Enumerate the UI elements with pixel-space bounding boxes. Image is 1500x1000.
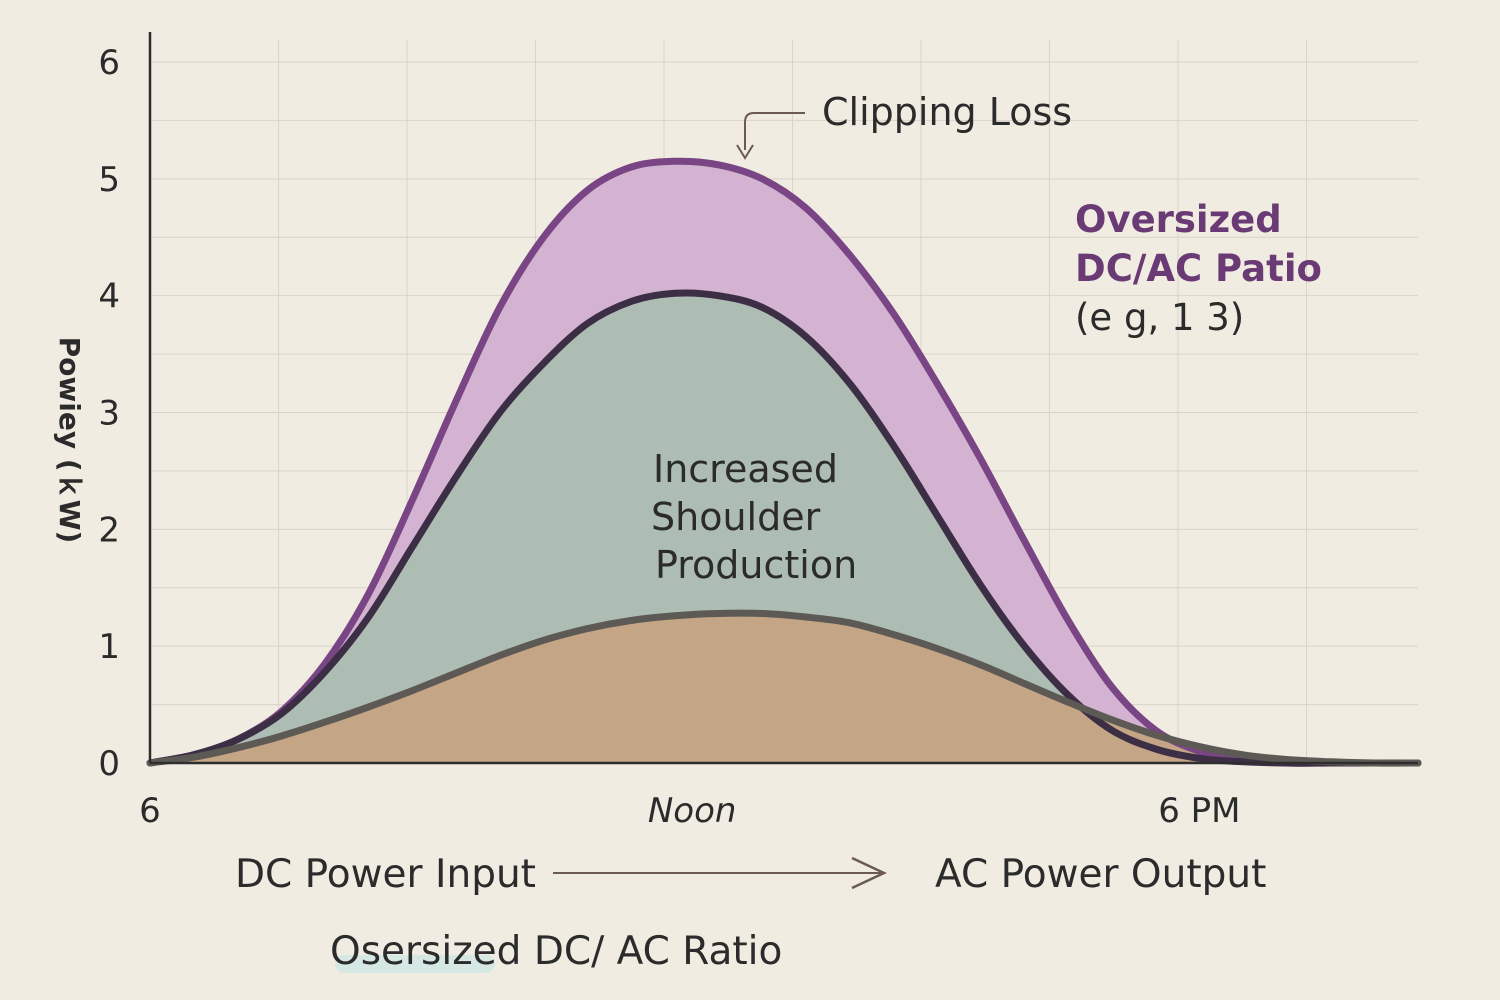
x-tick-labels: 6 Noon 6 PM xyxy=(139,791,1240,831)
x-tick-label: Noon xyxy=(648,791,737,831)
highlight-mark xyxy=(335,955,495,973)
y-tick-label: 6 xyxy=(98,43,120,83)
series-line-1 xyxy=(146,289,1422,767)
x-tick-label: 6 xyxy=(139,791,161,831)
y-tick-labels: 0 1 2 3 4 5 6 xyxy=(98,43,120,784)
dc-power-input-label: DC Power Input xyxy=(235,852,536,897)
ac-power-output-label: AC Power Output xyxy=(935,852,1266,897)
shoulder-label-line1: Increased xyxy=(653,447,838,491)
clipping-arrow xyxy=(744,112,805,150)
flow-arrow-head xyxy=(851,856,887,890)
y-tick-label: 2 xyxy=(98,510,120,550)
y-axis-label: Powiey (ｋW) xyxy=(53,337,86,544)
series-line-2 xyxy=(146,157,1422,767)
oversized-ratio-caption: Osersized DC/ AC Ratio xyxy=(330,929,782,974)
y-tick-label: 5 xyxy=(98,160,120,200)
series-line-0 xyxy=(146,609,1422,767)
clipping-arrow-head xyxy=(736,144,754,160)
series-areas xyxy=(146,157,1422,767)
shoulder-label-line2: Shoulder xyxy=(651,495,821,539)
oversized-label-line1: Oversized xyxy=(1075,198,1282,241)
oversized-label-line2: DC/AC Patio xyxy=(1075,247,1322,290)
y-tick-label: 4 xyxy=(98,277,120,317)
clipping-loss-label: Clipping Loss xyxy=(822,90,1072,134)
y-tick-label: 0 xyxy=(98,744,120,784)
y-tick-label: 3 xyxy=(98,394,120,434)
series-area-1 xyxy=(150,292,1418,764)
y-tick-label: 1 xyxy=(98,627,120,667)
shoulder-label-line3: Production xyxy=(655,543,857,587)
x-tick-label: 6 PM xyxy=(1158,791,1240,831)
axes xyxy=(148,32,1418,765)
ratio-example-label: (e g, 1 3) xyxy=(1075,296,1244,339)
